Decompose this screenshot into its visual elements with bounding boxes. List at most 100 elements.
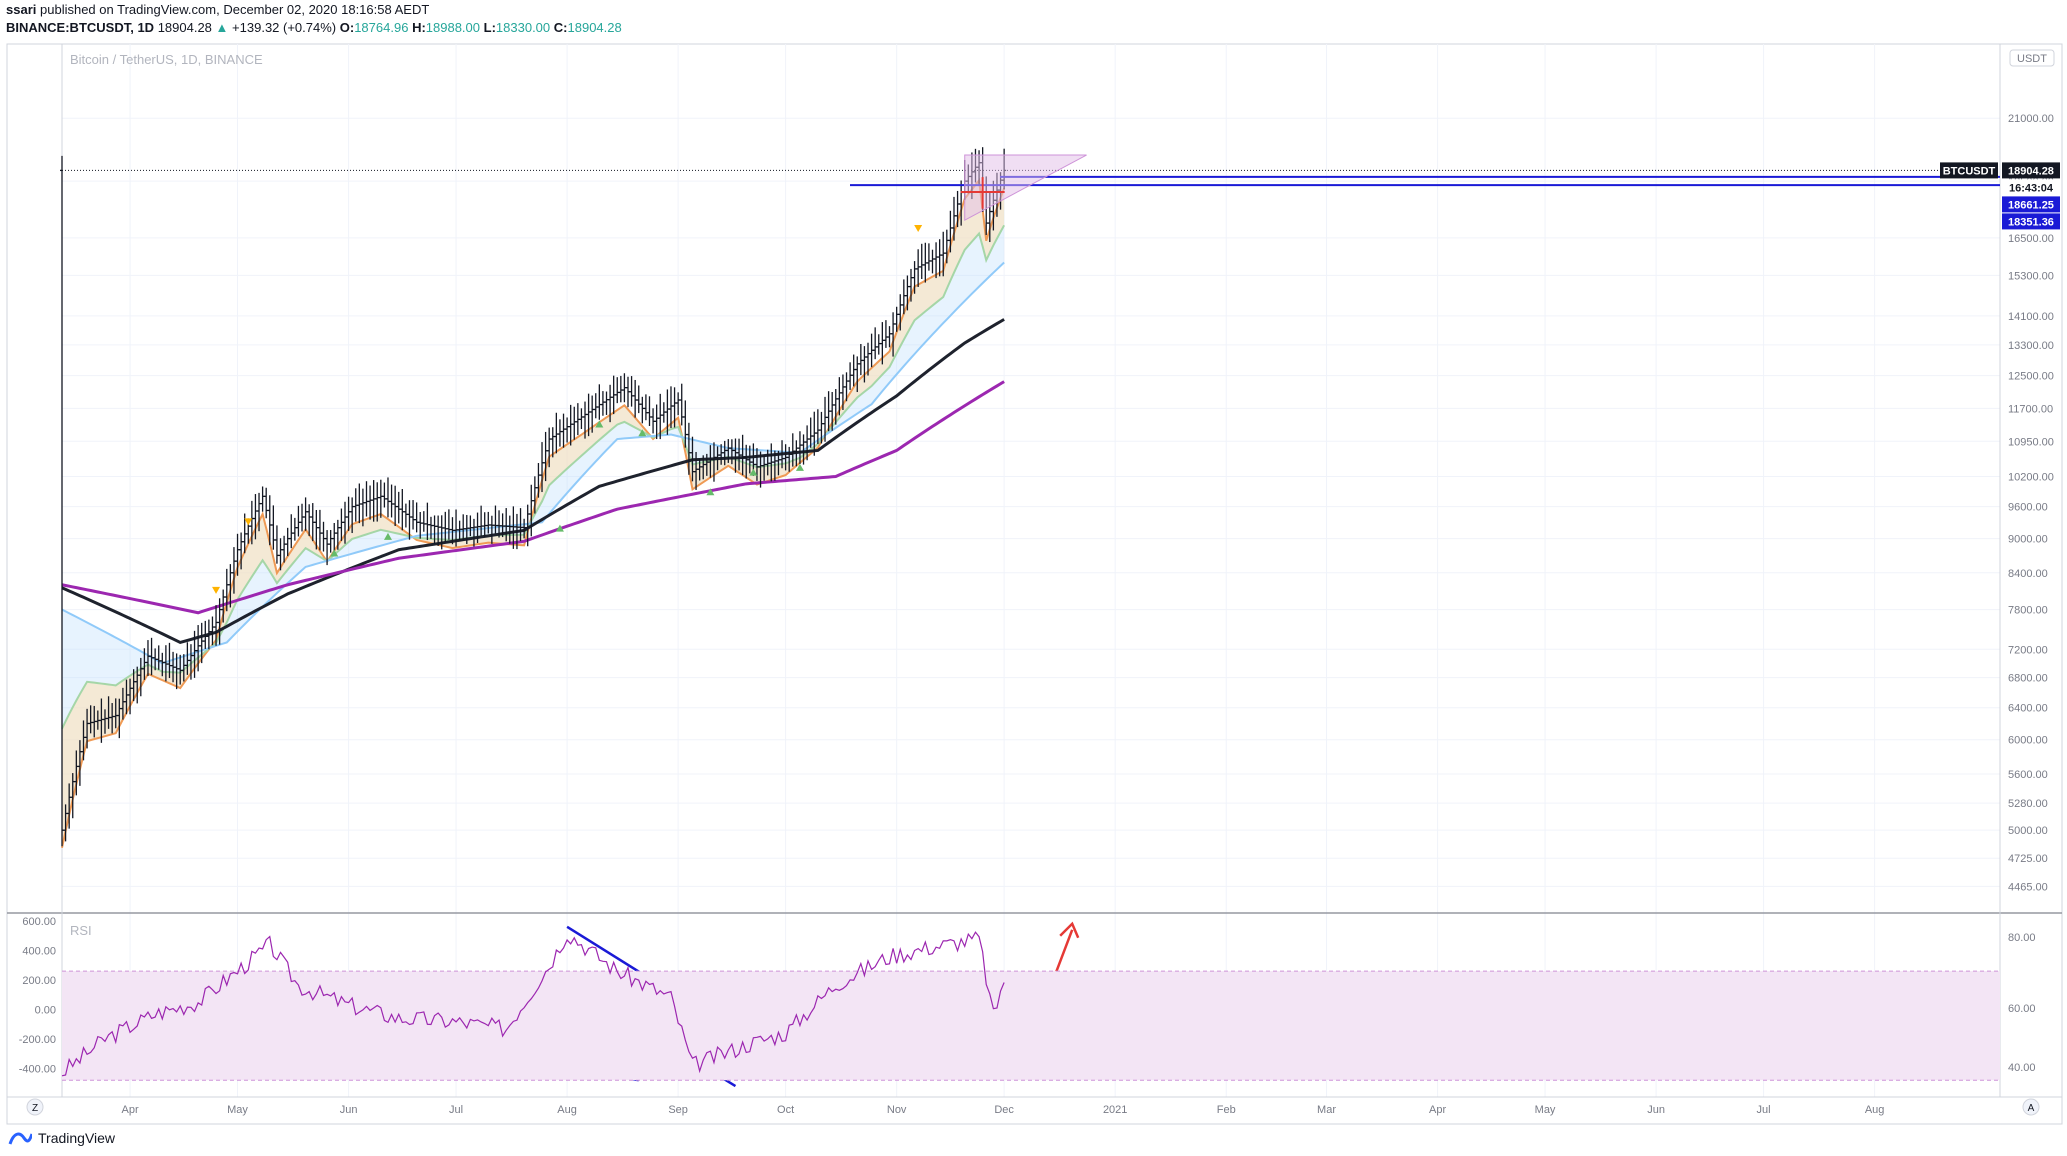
high-label: H: [412, 20, 426, 35]
price-labels: BTCUSDT 18904.28 16:43:04 18661.25 18351.36 [1940, 162, 2060, 230]
price-tick-label: 21000.00 [2008, 113, 2054, 125]
time-tick-label: Mar [1317, 1104, 1336, 1116]
countdown-tag-box [2002, 179, 2060, 196]
buy-marker-icon [706, 488, 715, 496]
arrow-head-icon [1059, 921, 1080, 939]
time-tick-label: Apr [122, 1104, 139, 1116]
price-tick-label: 5280.00 [2008, 798, 2048, 810]
currency-badge-label: USDT [2017, 53, 2047, 65]
hline-price-tag-box [2002, 213, 2060, 230]
time-tick-label: Jul [1757, 1104, 1771, 1116]
price-axis[interactable]: 21000.0018500.0016500.0015300.0014100.00… [2008, 113, 2054, 893]
ma-purple-line [61, 380, 1005, 615]
footer-brand[interactable]: TradingView [8, 1130, 115, 1146]
auto-scale-label: A [2028, 1103, 2035, 1114]
low-value: 18330.00 [495, 20, 551, 35]
close-label: C: [553, 20, 568, 35]
hline-price-tag: 18661.25 [2008, 199, 2054, 211]
buy-marker-icon [795, 463, 804, 471]
rsi-left-tick: 600.00 [22, 916, 56, 928]
price-tick-label: 9600.00 [2008, 502, 2048, 514]
triangle-pattern [964, 154, 1087, 221]
sell-marker-icon [212, 586, 221, 594]
symbol-label: BINANCE:BTCUSDT, 1D [6, 20, 155, 35]
price-tick-label: 9000.00 [2008, 534, 2048, 546]
currency-badge[interactable] [2009, 49, 2055, 67]
band-line [61, 261, 1005, 665]
buy-marker-icon [749, 468, 758, 476]
price-tick-label: 7200.00 [2008, 644, 2048, 656]
price-tick-label: 4725.00 [2008, 853, 2048, 865]
rsi-right-tick: 60.00 [2008, 1003, 2036, 1015]
time-axis[interactable]: Apr May Jun Jul Aug Sep Oct Nov Dec 2021 Feb Mar Apr… [122, 1104, 1885, 1116]
up-triangle-icon: ▲ [215, 20, 229, 35]
chart-frame [6, 43, 2063, 1125]
rsi-left-tick: -400.00 [19, 1063, 56, 1075]
time-tick-label: Feb [1217, 1104, 1236, 1116]
rsi-right-axis[interactable]: 80.00 60.00 40.00 [2008, 932, 2036, 1074]
time-tick-label: Aug [557, 1104, 577, 1116]
price-tick-label: 12500.00 [2008, 371, 2054, 383]
author-name[interactable]: ssari [6, 2, 37, 17]
buy-marker-icon [330, 549, 339, 557]
hline-price-tag-box [2002, 196, 2060, 213]
time-tick-label: Oct [777, 1104, 794, 1116]
time-tick-label: Sep [668, 1104, 688, 1116]
price-tick-label: 8400.00 [2008, 568, 2048, 580]
rsi-line [61, 931, 1005, 1077]
rsi-left-tick: 0.00 [35, 1004, 56, 1016]
time-tick-label: 2021 [1103, 1104, 1127, 1116]
ema-mid-line [61, 224, 1006, 730]
open-value: 18764.96 [354, 20, 409, 35]
tradingview-logo-icon [8, 1132, 32, 1145]
zoom-reset-button[interactable] [26, 1098, 44, 1116]
last-price: 18904.28 [157, 20, 212, 35]
hline-price-tag: 18351.36 [2008, 216, 2054, 228]
rsi-right-tick: 40.00 [2008, 1062, 2036, 1074]
time-tick-label: May [227, 1104, 248, 1116]
time-tick-label: Jul [449, 1104, 463, 1116]
sell-marker-icon [914, 224, 923, 232]
price-tick-label: 7800.00 [2008, 605, 2048, 617]
rsi-band [62, 971, 2000, 1081]
buy-marker-icon [555, 524, 564, 532]
time-tick-label: Apr [1429, 1104, 1446, 1116]
countdown-tag: 16:43:04 [2009, 182, 2054, 194]
close-value: 18904.28 [567, 20, 622, 35]
rsi-left-axis: 600.00 400.00 200.00 0.00 -200.00 -400.00 [19, 916, 56, 1075]
time-tick-label: Jun [340, 1104, 358, 1116]
price-tick-label: 6000.00 [2008, 735, 2048, 747]
price-tick-label: 11700.00 [2008, 403, 2053, 415]
user-drawings[interactable] [62, 154, 2000, 1088]
rsi-watermark: RSI [70, 923, 92, 938]
rsi-left-tick: 400.00 [22, 945, 56, 957]
symbol-price-tag: BTCUSDT [1943, 165, 1996, 177]
time-tick-label: Nov [887, 1104, 907, 1116]
time-tick-label: Dec [994, 1104, 1014, 1116]
price-tick-label: 4465.00 [2008, 881, 2048, 893]
ohlc-legend: BINANCE:BTCUSDT, 1D 18904.28 ▲ +139.32 (… [6, 20, 622, 35]
sell-marker-icon [244, 518, 253, 526]
last-price-tag: 18904.28 [2008, 165, 2054, 177]
price-tick-label: 15300.00 [2008, 270, 2054, 282]
ma-black-line [61, 318, 1005, 645]
rsi-left-tick: 200.00 [22, 975, 56, 987]
auto-scale-button[interactable] [2022, 1098, 2040, 1116]
zoom-reset-label: Z [32, 1103, 38, 1114]
change-value: +139.32 (+0.74%) [232, 20, 337, 35]
buy-marker-icon [638, 429, 647, 437]
rsi-left-tick: -200.00 [19, 1034, 56, 1046]
price-tick-label: 6800.00 [2008, 673, 2048, 685]
rsi-pane [61, 931, 2000, 1081]
time-tick-label: Jun [1647, 1104, 1665, 1116]
buy-marker-icon [595, 420, 604, 428]
buy-marker-icon [383, 532, 392, 540]
price-tick-label: 16500.00 [2008, 233, 2054, 245]
price-tick-label: 14100.00 [2008, 311, 2054, 323]
time-tick-label: May [1535, 1104, 1556, 1116]
rsi-right-tick: 80.00 [2008, 932, 2036, 944]
candles [60, 147, 1007, 847]
main-watermark: Bitcoin / TetherUS, 1D, BINANCE [70, 52, 263, 67]
price-tick-label: 6400.00 [2008, 703, 2048, 715]
